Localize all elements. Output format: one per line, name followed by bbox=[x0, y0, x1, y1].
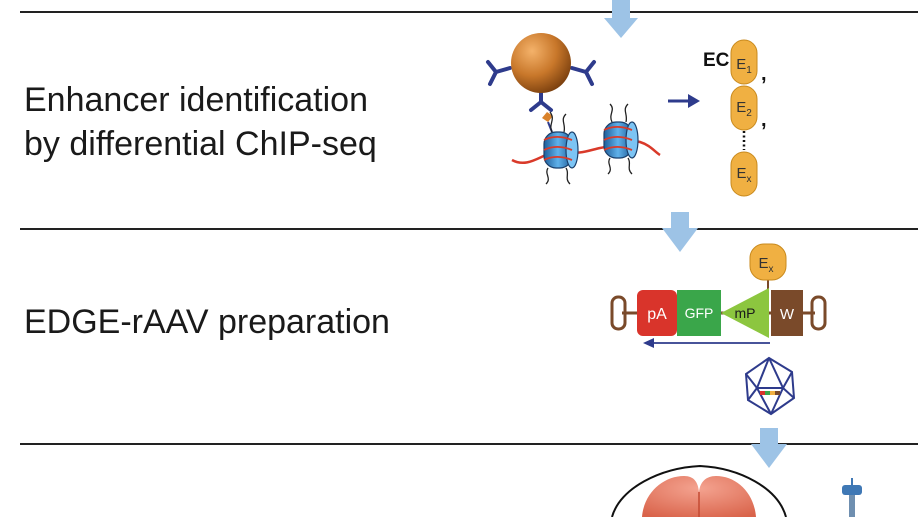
insert-enhancer-base: E bbox=[758, 255, 768, 272]
chromatin-icon bbox=[511, 103, 661, 185]
vector-construct: Ex pA GFP mP W bbox=[610, 243, 827, 348]
transcription-arrow-icon bbox=[643, 338, 770, 348]
enhancer-2-sub: 2 bbox=[746, 108, 752, 119]
flow-arrow-top bbox=[604, 0, 638, 38]
enhancer-1-base: E bbox=[736, 56, 746, 73]
enhancer-pill: E2 , bbox=[730, 85, 767, 131]
brain-icon bbox=[611, 464, 787, 517]
enhancer-x-base: E bbox=[736, 165, 746, 182]
element-mP-label: mP bbox=[735, 305, 756, 321]
separator-line bbox=[20, 443, 918, 445]
enhancer-1-comma: , bbox=[761, 63, 767, 85]
element-GFP bbox=[677, 290, 721, 336]
svg-text:E1: E1 bbox=[736, 56, 752, 76]
svg-text:E2: E2 bbox=[736, 99, 752, 119]
step-2-label: EDGE-rAAV preparation bbox=[24, 300, 390, 344]
step-2-label-line-1: EDGE-rAAV preparation bbox=[24, 303, 390, 341]
enhancer-pill: E1 , bbox=[730, 39, 767, 85]
separator-line bbox=[20, 11, 918, 13]
svg-text:Ex: Ex bbox=[736, 165, 751, 185]
aav-capsid-icon bbox=[744, 356, 796, 416]
element-pA bbox=[637, 290, 677, 336]
enhancer-1-sub: 1 bbox=[746, 65, 752, 76]
enhancer-insert: Ex bbox=[749, 243, 787, 296]
step-1-label: Enhancer identification by differential … bbox=[24, 78, 377, 166]
itr-right-icon bbox=[810, 295, 827, 331]
step-1-label-line-2: by differential ChIP-seq bbox=[24, 125, 377, 163]
itr-left-icon bbox=[610, 295, 627, 331]
enhancer-list: EC E1 , E2 , Ex bbox=[703, 39, 767, 197]
injector-icon bbox=[842, 478, 862, 517]
svg-text:Ex: Ex bbox=[758, 255, 773, 275]
insert-enhancer-sub: x bbox=[769, 264, 774, 275]
element-mP bbox=[721, 288, 769, 338]
step-1-label-line-1: Enhancer identification bbox=[24, 81, 369, 119]
element-GFP-label: GFP bbox=[685, 305, 714, 321]
separator-line bbox=[20, 228, 918, 230]
element-W bbox=[771, 290, 803, 336]
enhancer-2-comma: , bbox=[761, 109, 767, 131]
element-W-label: W bbox=[780, 306, 795, 323]
enhancer-list-prefix: EC bbox=[703, 50, 730, 71]
antibody-bead-icon bbox=[486, 33, 596, 133]
enhancer-2-base: E bbox=[736, 99, 746, 116]
enhancer-x-sub: x bbox=[747, 174, 752, 185]
element-pA-label: pA bbox=[647, 306, 667, 323]
flow-arrow-bottom bbox=[751, 428, 787, 468]
result-arrow-icon bbox=[668, 94, 700, 108]
enhancer-pill: Ex bbox=[730, 151, 758, 197]
flow-arrow-middle bbox=[662, 212, 698, 252]
